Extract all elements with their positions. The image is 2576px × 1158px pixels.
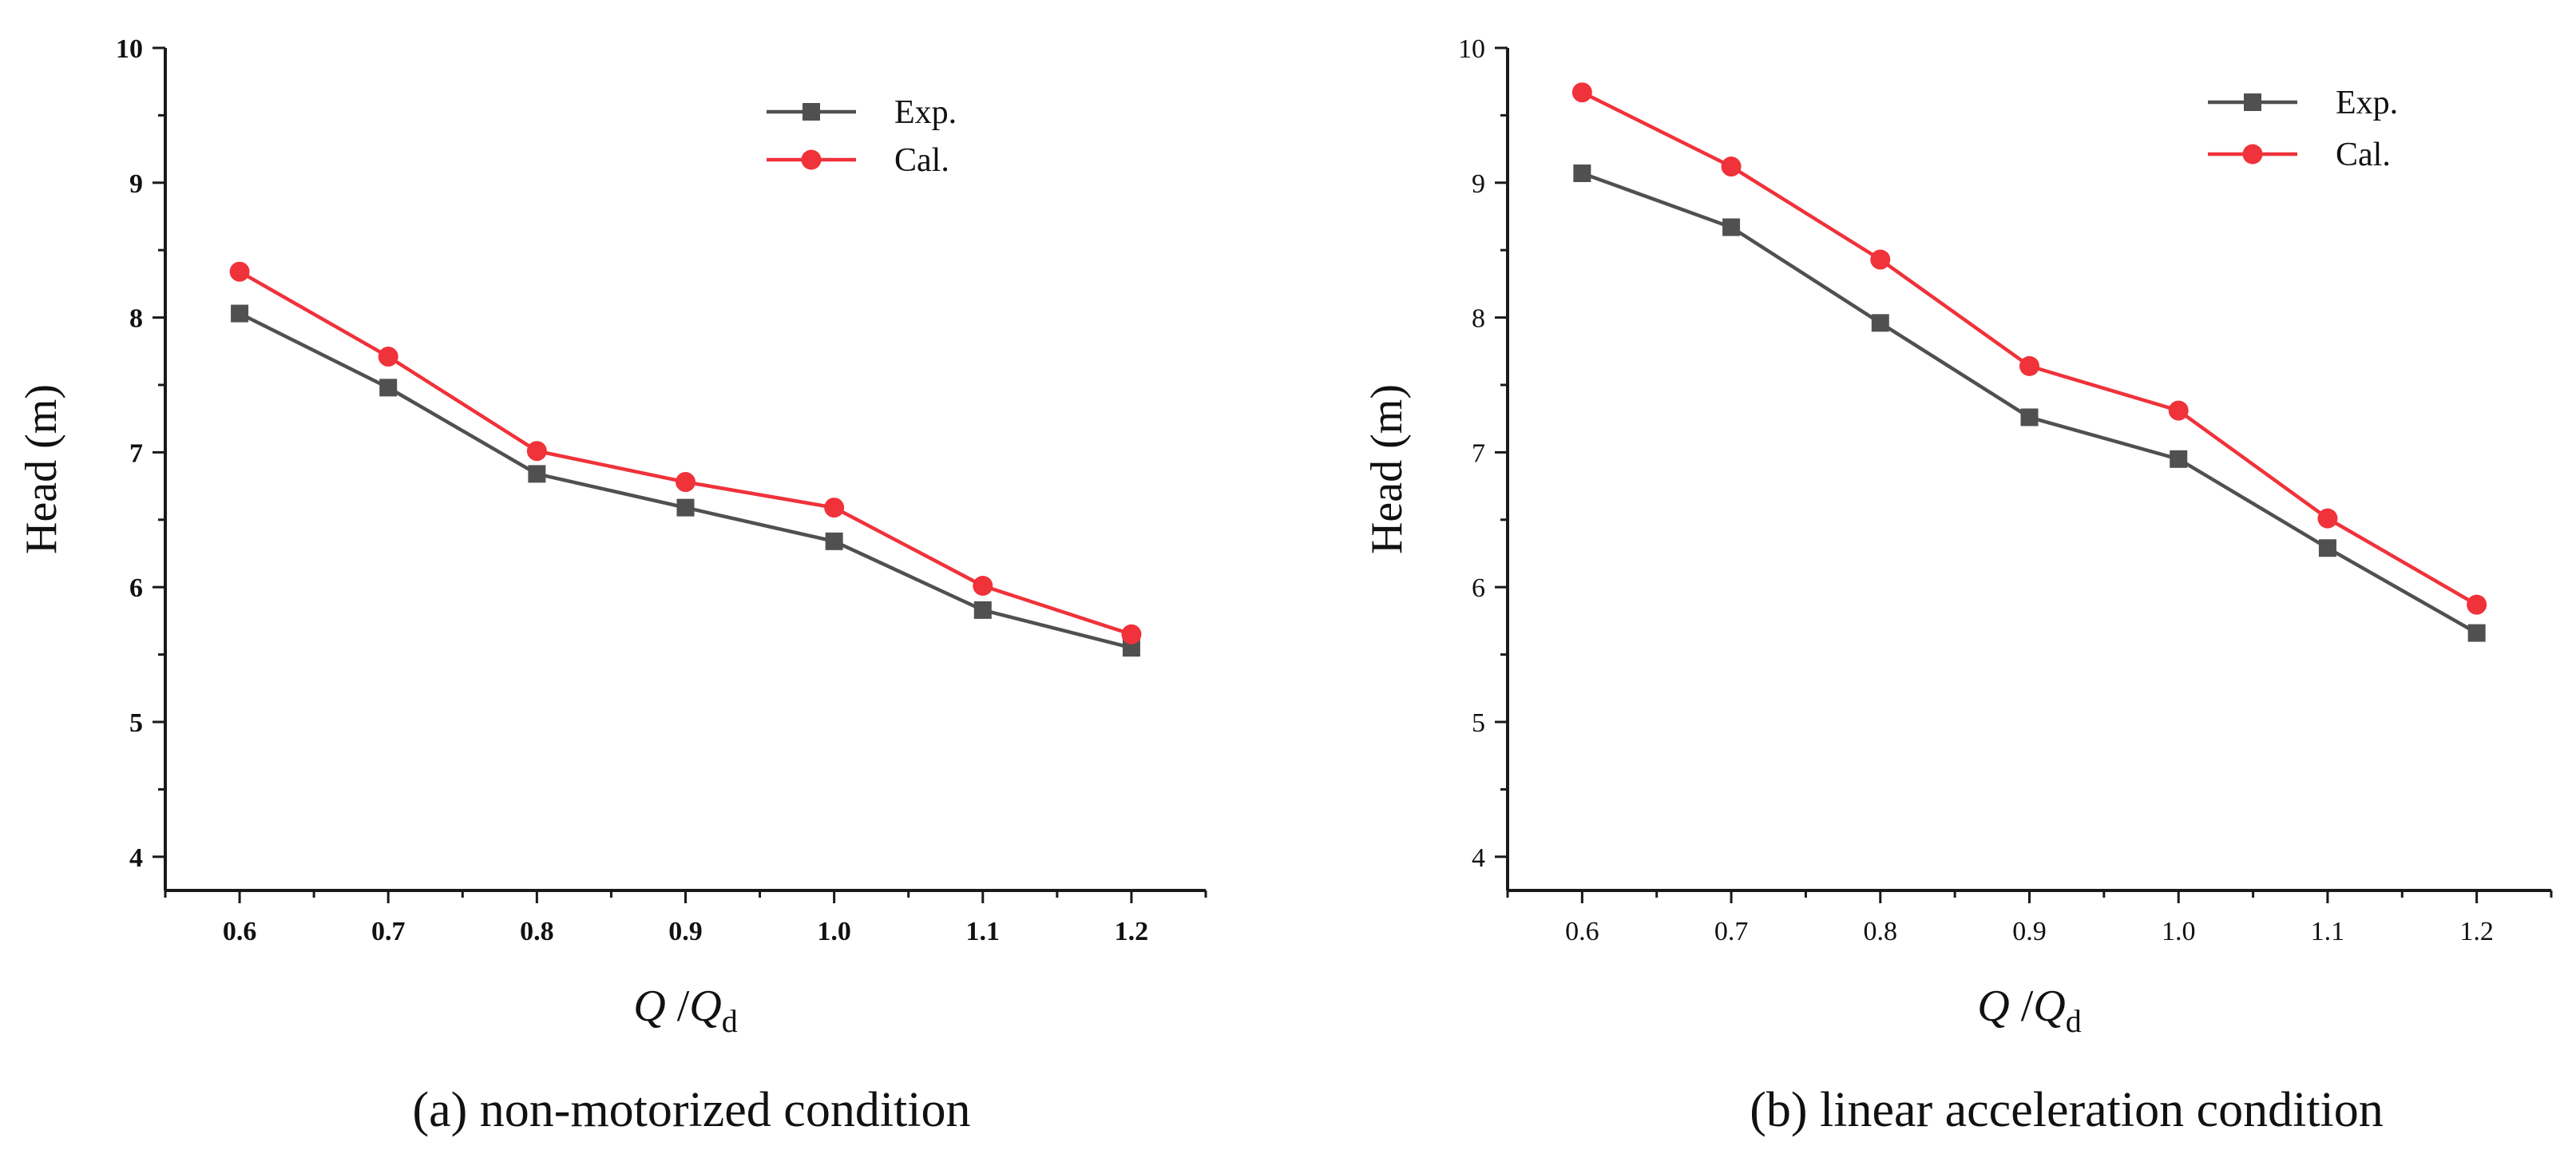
y-axis-title: Head (m) xyxy=(17,384,66,554)
data-point-exp xyxy=(2318,539,2336,557)
data-point-cal xyxy=(973,576,993,597)
y-tick-label: 7 xyxy=(1472,438,1485,468)
x-tick-label: 1.1 xyxy=(966,917,1001,946)
data-point-exp xyxy=(231,304,249,323)
x-axis-title: Q /Qd xyxy=(1977,982,2081,1039)
chart-caption: (b) linear acceleration condition xyxy=(1750,1083,2384,1137)
y-tick-label: 9 xyxy=(1472,169,1485,199)
data-point-exp xyxy=(1871,314,1889,332)
x-tick-label: 0.6 xyxy=(223,917,257,946)
data-point-cal xyxy=(2019,355,2039,376)
x-tick-label: 1.1 xyxy=(2311,917,2345,946)
y-tick-label: 6 xyxy=(129,573,143,603)
x-tick-label: 0.9 xyxy=(668,917,703,946)
x-tick-label: 1.0 xyxy=(2162,917,2196,946)
x-tick-label: 1.2 xyxy=(1115,917,1149,946)
x-tick-label: 0.6 xyxy=(1565,917,1599,946)
data-point-exp xyxy=(1573,164,1591,182)
legend-label: Exp. xyxy=(2336,85,2398,121)
data-point-cal xyxy=(824,498,845,518)
x-tick-label: 1.0 xyxy=(817,917,851,946)
data-point-cal xyxy=(229,261,250,282)
data-point-cal xyxy=(1121,624,1142,644)
data-point-exp xyxy=(973,601,992,619)
data-point-exp xyxy=(379,379,398,397)
legend-marker-circle xyxy=(801,149,822,170)
data-point-cal xyxy=(2467,594,2487,615)
data-point-exp xyxy=(2467,624,2486,642)
chart-linear-acceleration: 4 5 6 7 8 9 10 0.6 0.7 0.8 0.9 1.0 1.1 1.2 Head (m) Q /… xyxy=(1362,34,2553,1137)
y-tick-label: 4 xyxy=(1472,843,1485,873)
data-point-cal xyxy=(378,347,398,367)
data-point-cal xyxy=(1721,157,1742,177)
legend-marker-square xyxy=(2244,93,2261,111)
data-point-exp xyxy=(676,498,695,517)
legend-label: Cal. xyxy=(2336,137,2391,173)
y-tick-label: 4 xyxy=(129,843,143,873)
data-point-cal xyxy=(2317,508,2338,529)
data-point-cal xyxy=(1571,82,1592,103)
y-tick-label: 10 xyxy=(1458,34,1485,64)
y-tick-label: 8 xyxy=(1472,304,1485,334)
series-line-exp xyxy=(1581,171,2478,635)
series-line-cal xyxy=(238,270,1132,637)
legend-marker-circle xyxy=(2242,144,2263,165)
legend-label: Exp. xyxy=(894,94,957,131)
y-tick-label: 7 xyxy=(129,438,143,468)
legend-marker-square xyxy=(803,103,820,121)
x-tick-label: 0.9 xyxy=(2012,917,2047,946)
data-point-cal xyxy=(676,472,696,493)
x-tick-label: 0.7 xyxy=(371,917,406,946)
x-tick-label: 1.2 xyxy=(2459,917,2494,946)
y-tick-label: 9 xyxy=(129,169,143,199)
data-point-exp xyxy=(1722,218,1741,236)
x-tick-label: 0.8 xyxy=(1864,917,1898,946)
y-tick-label: 10 xyxy=(116,34,143,64)
y-tick-label: 8 xyxy=(129,304,143,334)
data-point-exp xyxy=(825,532,843,550)
data-point-cal xyxy=(2168,400,2189,421)
data-point-exp xyxy=(528,465,546,483)
x-tick-label: 0.8 xyxy=(520,917,554,946)
chart-caption: (a) non-motorized condition xyxy=(412,1083,970,1137)
legend-label: Cal. xyxy=(894,142,949,179)
chart-non-motorized: 4 5 6 7 8 9 10 0.6 0.7 0.8 0.9 1.0 1.1 1.2 Head (m) Q /… xyxy=(17,34,1207,1137)
y-tick-label: 6 xyxy=(1472,573,1485,603)
data-point-cal xyxy=(526,441,547,462)
y-tick-label: 5 xyxy=(1472,708,1485,738)
data-point-exp xyxy=(2170,450,2188,468)
x-axis-title: Q /Qd xyxy=(633,982,737,1039)
x-tick-label: 0.7 xyxy=(1714,917,1749,946)
data-point-exp xyxy=(2020,408,2039,426)
data-point-cal xyxy=(1870,249,1891,270)
y-axis-title: Head (m) xyxy=(1362,384,1412,554)
y-tick-label: 5 xyxy=(129,708,143,738)
data-point-exp xyxy=(1122,639,1140,657)
